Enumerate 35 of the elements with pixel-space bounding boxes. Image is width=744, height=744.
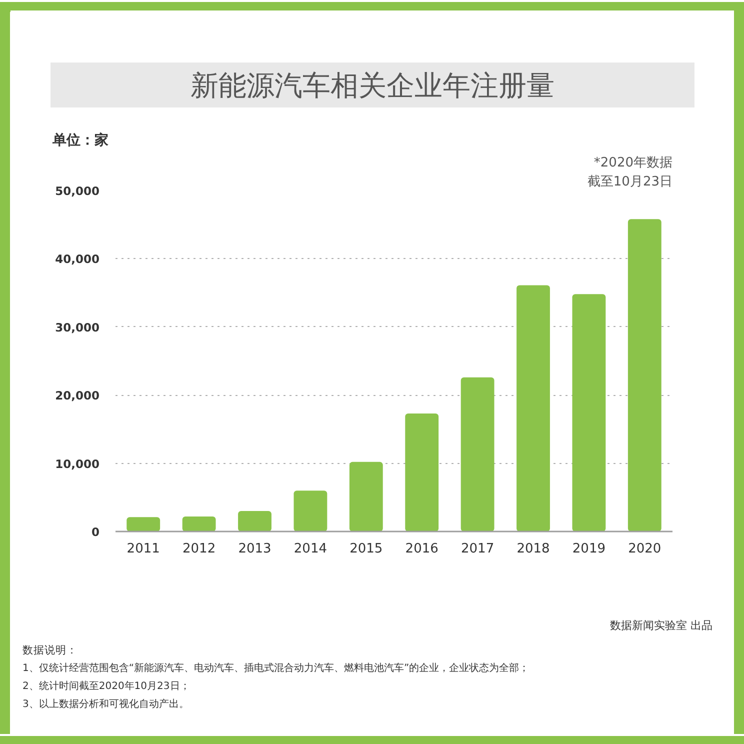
text: 数据说明：	[22, 644, 78, 656]
bar	[572, 294, 606, 532]
bar	[126, 517, 160, 532]
y-tick-label: 40,000	[55, 252, 100, 266]
x-tick-label: 2015	[350, 542, 383, 556]
bar	[349, 462, 383, 532]
x-tick-label: 2013	[238, 542, 272, 556]
text: 截至10月23日	[587, 174, 673, 190]
y-axis-title: 单位：家	[52, 132, 108, 148]
text: 2、统计时间截至2020年10月23日；	[22, 680, 190, 692]
y-tick-label: 30,000	[55, 320, 100, 334]
text: 3、以上数据分析和可视化自动产出。	[22, 698, 189, 710]
x-tick-label: 2020	[628, 542, 662, 556]
x-tick-label: 2016	[405, 542, 438, 556]
chart-title: 新能源汽车相关企业年注册量	[190, 69, 554, 102]
bar	[405, 414, 439, 532]
y-tick-label: 0	[92, 525, 100, 539]
bar	[460, 377, 494, 532]
bar	[182, 516, 216, 532]
y-tick-label: 20,000	[55, 388, 100, 403]
bar	[238, 511, 272, 532]
text: *2020年数据	[594, 156, 673, 170]
y-tick-label: 50,000	[55, 184, 100, 198]
x-tick-label: 2011	[126, 542, 160, 556]
x-tick-label: 2012	[182, 542, 216, 556]
text: 1、仅统计经营范围包含“新能源汽车、电动汽车、插电式混合动力汽车、燃料电池汽车”的企业，企业状态为全部；	[22, 662, 530, 674]
x-tick-label: 2018	[516, 542, 550, 556]
bar	[516, 285, 550, 532]
text: 数据新闻实验室 出品	[610, 619, 713, 632]
x-tick-label: 2017	[461, 542, 494, 556]
x-tick-label: 2014	[294, 542, 327, 556]
x-tick-label: 2019	[572, 542, 606, 556]
bar	[628, 219, 662, 532]
bar	[294, 490, 328, 532]
y-tick-label: 10,000	[55, 456, 100, 471]
